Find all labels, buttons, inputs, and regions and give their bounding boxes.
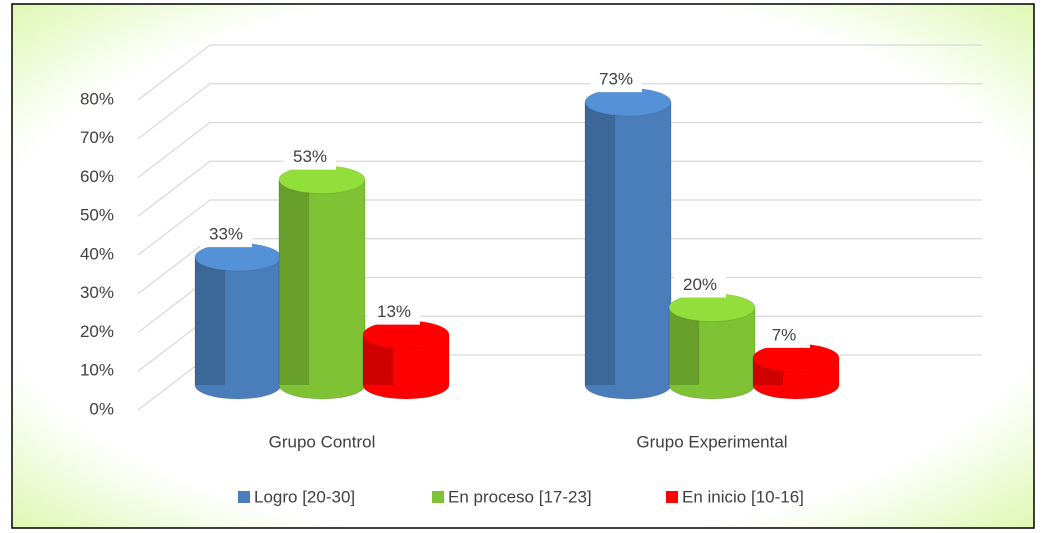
y-tick-label: 70% (80, 128, 114, 147)
bar (278, 179, 366, 400)
bar-top (362, 320, 450, 350)
bar-top (278, 165, 366, 195)
cylinder (278, 165, 366, 400)
bar-top (668, 293, 756, 322)
grid-line (137, 83, 982, 140)
cylinder (194, 242, 282, 400)
bar-shade (585, 102, 616, 385)
y-tick-label: 40% (80, 244, 114, 263)
cylinder (584, 87, 672, 400)
value-label-box (758, 321, 810, 348)
cylinder (362, 320, 450, 400)
y-tick-label: 30% (80, 283, 114, 302)
x-tick-label: Grupo Experimental (636, 432, 787, 451)
legend-label: Logro [20-30] (254, 487, 355, 506)
bar (584, 101, 672, 400)
bar (668, 307, 756, 400)
grid-line (137, 199, 982, 256)
legend-label: En proceso [17-23] (448, 487, 592, 506)
value-label-box (200, 221, 252, 248)
bar (362, 334, 450, 400)
value-label: 20% (683, 275, 717, 294)
legend-swatch (666, 491, 678, 503)
value-label-box (284, 143, 336, 170)
bar (194, 256, 282, 400)
value-label-box (674, 271, 726, 298)
y-tick-label: 0% (89, 399, 114, 418)
y-tick-label: 60% (80, 167, 114, 186)
bar-top (194, 242, 282, 272)
y-tick-label: 20% (80, 322, 114, 341)
value-label: 33% (209, 225, 243, 244)
y-tick-label: 50% (80, 206, 114, 225)
value-label: 13% (377, 302, 411, 321)
y-tick-label: 80% (80, 89, 114, 108)
y-tick-label: 10% (80, 361, 114, 380)
value-label-box (590, 66, 642, 93)
bar-top (584, 87, 672, 117)
value-label: 53% (293, 147, 327, 166)
value-label-box (368, 298, 420, 325)
x-tick-label: Grupo Control (269, 432, 376, 451)
legend-swatch (432, 491, 444, 503)
bar-shade (195, 257, 226, 385)
value-label: 73% (599, 70, 633, 89)
cylinder (752, 343, 840, 400)
chart-frame (11, 3, 1035, 529)
grid-line (137, 160, 982, 217)
cylinder (668, 293, 756, 400)
legend-label: En inicio [10-16] (682, 487, 804, 506)
bar-shade (279, 179, 310, 385)
grid-line (137, 121, 982, 178)
legend-swatch (238, 491, 250, 503)
value-label: 7% (772, 325, 797, 344)
bar-top (752, 343, 840, 373)
grid-line (137, 44, 982, 101)
